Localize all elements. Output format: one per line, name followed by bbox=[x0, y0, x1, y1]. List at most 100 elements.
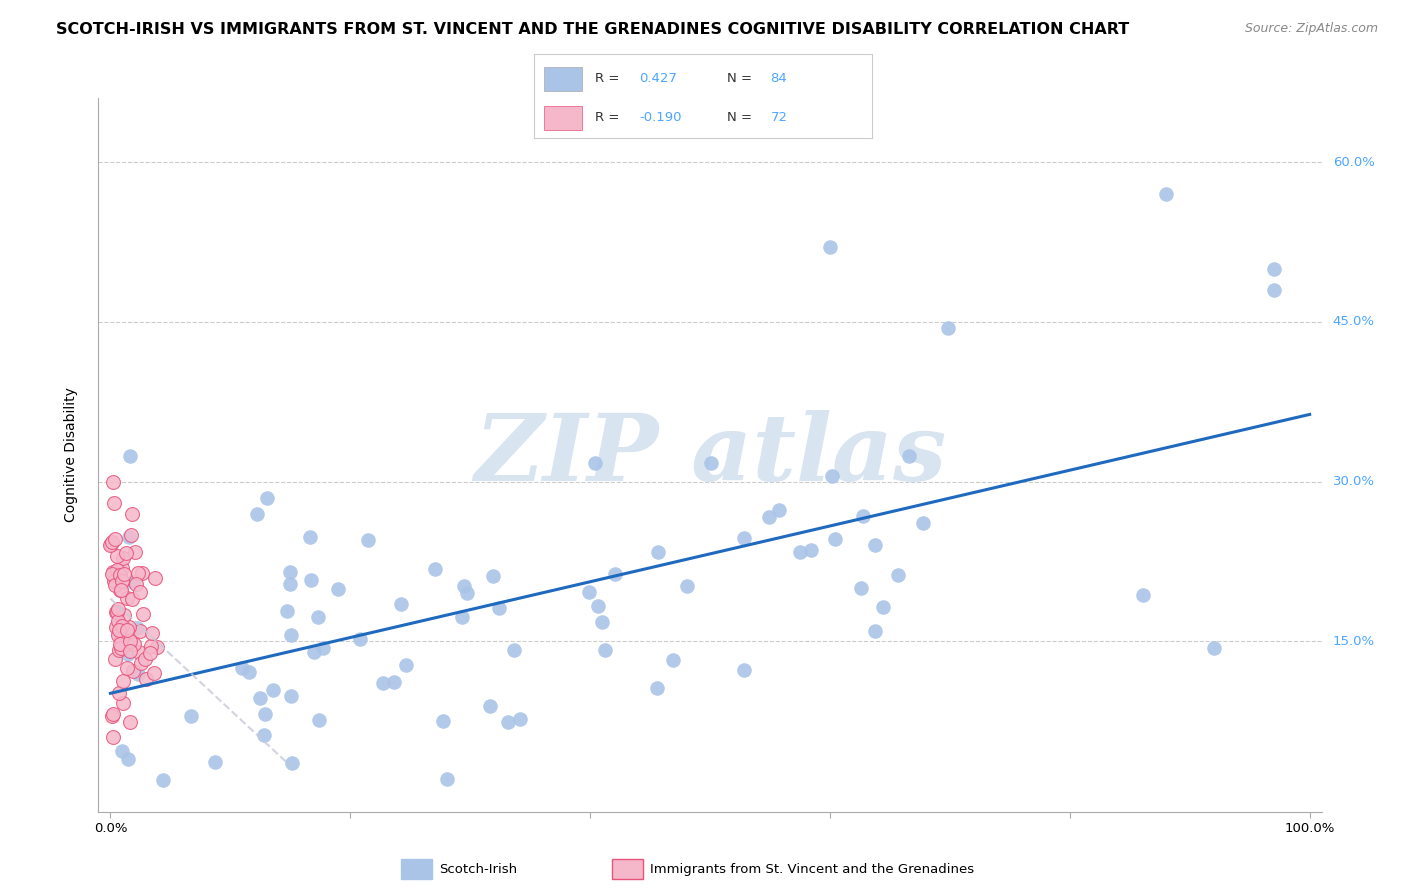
Point bbox=[117, 752, 139, 766]
Point bbox=[120, 714, 142, 729]
Text: -0.190: -0.190 bbox=[638, 112, 682, 124]
Point bbox=[139, 646, 162, 660]
Point bbox=[105, 605, 128, 619]
Point bbox=[117, 637, 139, 651]
Point bbox=[824, 532, 846, 546]
Point bbox=[111, 574, 134, 589]
Text: 0.427: 0.427 bbox=[638, 72, 676, 86]
Text: Immigrants from St. Vincent and the Grenadines: Immigrants from St. Vincent and the Gren… bbox=[650, 863, 974, 876]
Point bbox=[124, 545, 146, 559]
Point bbox=[733, 531, 755, 545]
Point bbox=[675, 579, 697, 593]
Point bbox=[887, 568, 910, 582]
Point bbox=[312, 641, 335, 656]
Point bbox=[101, 475, 124, 489]
Point bbox=[111, 619, 134, 633]
Point bbox=[299, 530, 322, 544]
Point bbox=[121, 591, 143, 606]
Point bbox=[111, 744, 134, 758]
Point bbox=[112, 608, 135, 623]
Point bbox=[1202, 641, 1225, 656]
Text: 30.0%: 30.0% bbox=[1333, 475, 1375, 488]
Point bbox=[108, 637, 131, 651]
Point bbox=[349, 632, 371, 646]
Text: ZIP atlas: ZIP atlas bbox=[474, 410, 946, 500]
Text: 72: 72 bbox=[770, 112, 787, 124]
Point bbox=[357, 533, 380, 548]
Point bbox=[107, 628, 129, 642]
Y-axis label: Cognitive Disability: Cognitive Disability bbox=[63, 387, 77, 523]
Point bbox=[110, 574, 132, 588]
Point bbox=[110, 640, 132, 655]
Text: 45.0%: 45.0% bbox=[1333, 315, 1375, 328]
Text: N =: N = bbox=[727, 112, 756, 124]
Point bbox=[125, 577, 148, 591]
Point bbox=[107, 623, 129, 637]
Point bbox=[249, 690, 271, 705]
Point bbox=[307, 610, 329, 624]
Point bbox=[103, 496, 125, 510]
FancyBboxPatch shape bbox=[544, 106, 582, 130]
Point bbox=[134, 652, 156, 666]
Point bbox=[1263, 261, 1285, 276]
Point bbox=[936, 320, 959, 334]
Text: R =: R = bbox=[595, 112, 624, 124]
Point bbox=[141, 626, 163, 640]
Point bbox=[127, 566, 149, 581]
Point bbox=[118, 620, 141, 634]
Point bbox=[457, 585, 479, 599]
Point bbox=[114, 546, 136, 560]
Point bbox=[246, 508, 269, 522]
Point bbox=[128, 585, 150, 599]
Point bbox=[100, 537, 122, 551]
Point bbox=[128, 624, 150, 638]
Point bbox=[301, 573, 323, 587]
Point bbox=[107, 642, 129, 657]
Point bbox=[768, 503, 790, 517]
FancyBboxPatch shape bbox=[544, 67, 582, 91]
Point bbox=[117, 647, 139, 661]
Point bbox=[509, 712, 531, 726]
Point bbox=[120, 644, 142, 658]
Point bbox=[254, 706, 277, 721]
Point bbox=[1132, 588, 1154, 602]
Point bbox=[111, 673, 134, 688]
Point bbox=[100, 538, 122, 552]
Point bbox=[100, 709, 122, 723]
Point bbox=[395, 657, 418, 672]
Point bbox=[276, 603, 298, 617]
Point bbox=[389, 598, 412, 612]
Text: 84: 84 bbox=[770, 72, 787, 86]
Point bbox=[647, 681, 669, 695]
Point bbox=[852, 509, 875, 524]
Point bbox=[204, 755, 226, 769]
Point bbox=[101, 565, 124, 579]
Point bbox=[662, 653, 685, 667]
Point bbox=[308, 713, 330, 727]
Point bbox=[121, 507, 143, 521]
Point bbox=[180, 709, 202, 723]
Point bbox=[605, 567, 627, 582]
Point bbox=[101, 567, 124, 582]
Point bbox=[818, 240, 841, 254]
Point bbox=[120, 528, 142, 542]
Point bbox=[104, 620, 127, 634]
Point bbox=[132, 607, 155, 621]
Point bbox=[127, 666, 149, 681]
Point bbox=[104, 578, 127, 592]
Point bbox=[101, 730, 124, 744]
Point bbox=[382, 674, 405, 689]
Point bbox=[231, 661, 253, 675]
Point bbox=[110, 582, 132, 597]
Point bbox=[262, 682, 284, 697]
Point bbox=[152, 772, 174, 787]
Point bbox=[488, 601, 510, 615]
Point bbox=[256, 491, 278, 505]
Point bbox=[122, 664, 145, 678]
Point bbox=[101, 706, 124, 721]
Point bbox=[586, 599, 609, 613]
Point bbox=[104, 532, 127, 546]
Point bbox=[278, 565, 301, 579]
Text: N =: N = bbox=[727, 72, 756, 86]
Point bbox=[108, 582, 131, 597]
